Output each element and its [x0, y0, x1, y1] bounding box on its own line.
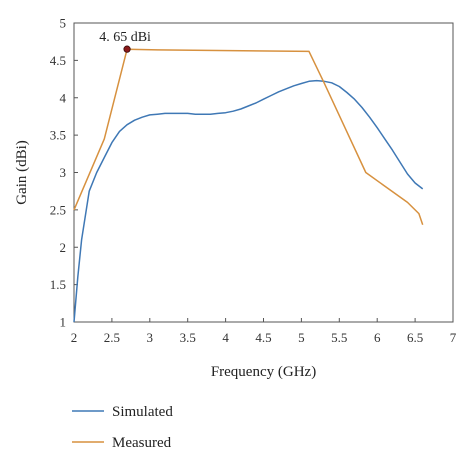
- y-tick-label: 5: [60, 16, 67, 31]
- x-tick-label: 7: [450, 330, 457, 345]
- x-tick-label: 5: [298, 330, 305, 345]
- y-tick-label: 4: [60, 90, 67, 105]
- x-tick-label: 6: [374, 330, 381, 345]
- y-tick-label: 2.5: [50, 202, 66, 217]
- legend: Simulated Measured: [72, 404, 173, 451]
- y-tick-label: 3: [60, 165, 67, 180]
- axes-frame: [73, 22, 454, 323]
- y-tick-label: 4.5: [50, 53, 66, 68]
- x-tick-label: 4: [222, 330, 229, 345]
- peak-marker: [123, 45, 131, 53]
- series-layer: [73, 48, 424, 323]
- series-line-measured: [73, 48, 424, 226]
- peak-annotation-label: 4. 65 dBi: [99, 30, 151, 45]
- x-axis-ticks: 2 2.5 3 3.5 4 4.5 5 5.5 6 6.5 7: [71, 318, 457, 345]
- legend-label-simulated: Simulated: [112, 404, 173, 420]
- annotation-layer: 4. 65 dBi: [99, 30, 151, 53]
- y-axis-label: Gain (dBi): [14, 140, 30, 205]
- legend-label-measured: Measured: [112, 435, 172, 451]
- x-tick-label: 3: [147, 330, 154, 345]
- x-tick-label: 5.5: [331, 330, 347, 345]
- y-tick-label: 3.5: [50, 128, 66, 143]
- x-axis-label: Frequency (GHz): [211, 364, 316, 380]
- series-line-simulated: [73, 79, 424, 323]
- y-tick-label: 1: [60, 315, 67, 330]
- x-tick-label: 2: [71, 330, 78, 345]
- y-tick-label: 2: [60, 240, 67, 255]
- y-axis-ticks: 1 1.5 2 2.5 3 3.5 4 4.5 5: [50, 16, 78, 330]
- x-tick-label: 4.5: [255, 330, 271, 345]
- x-tick-label: 2.5: [104, 330, 120, 345]
- x-tick-label: 6.5: [407, 330, 423, 345]
- x-tick-label: 3.5: [180, 330, 196, 345]
- y-tick-label: 1.5: [50, 277, 66, 292]
- plot-area: 2 2.5 3 3.5 4 4.5 5 5.5 6 6.5 7 11.522.533.544.55 …: [50, 16, 457, 346]
